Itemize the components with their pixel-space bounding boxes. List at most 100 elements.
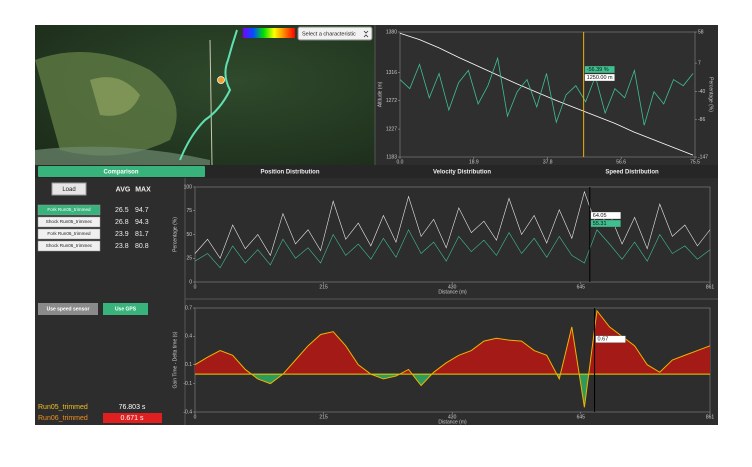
color-scale: [243, 28, 295, 38]
y-tick-label: 0.4: [185, 334, 192, 340]
avg-value: 26.5: [115, 207, 129, 214]
x-axis-label: Distance (m): [438, 289, 467, 295]
x-tick-label: 215: [319, 284, 328, 290]
area-below: [195, 374, 710, 408]
y-tick-label: 0: [189, 279, 192, 285]
y-axis-label: Gain Time - Delta time (s): [172, 331, 178, 388]
annotation-text: -56.39 %: [587, 67, 609, 73]
x-tick-label: 0: [194, 414, 197, 420]
max-value: 80.8: [135, 243, 149, 250]
x-tick-label: 56.6: [616, 159, 626, 165]
chart: 0 25 50 75 100 0 215 430 645 861 Percentage (%) Dis…: [172, 184, 714, 295]
y-tick-label: 0.7: [185, 305, 192, 311]
annotation-text: 55.31: [593, 221, 607, 227]
speed-sensor-button[interactable]: [38, 303, 98, 315]
max-value: 94.7: [135, 207, 149, 214]
annotation-box: [595, 335, 626, 343]
y-tick-label: 1183: [386, 154, 397, 160]
series-line: [399, 56, 694, 126]
channel-button[interactable]: [37, 240, 101, 252]
chart: 1183 1227 1272 1316 1380 -147 -86 -40 7 58 0.0 18.9…: [377, 29, 713, 165]
y2-tick-label: -147: [698, 154, 708, 160]
x-tick-label: 215: [319, 414, 328, 420]
x-tick-label: 75.5: [690, 159, 700, 165]
annotation-box: [590, 211, 621, 220]
y2-tick-label: 7: [698, 60, 701, 66]
x-tick-label: 430: [448, 284, 457, 290]
tab-label: Comparison: [103, 170, 138, 176]
y-tick-label: 50: [186, 232, 192, 238]
y-axis-label: Percentage (%): [172, 217, 178, 252]
y2-tick-label: 58: [698, 29, 704, 35]
load-label: Load: [62, 187, 75, 193]
chart: -0.4 -0.1 0.1 0.4 0.7 0 215 430 645 861 Gain Time …: [172, 305, 714, 425]
y2-tick-label: -40: [698, 89, 705, 95]
select-label: Select a characteristic: [302, 31, 356, 37]
annotation-text: 0.67: [598, 337, 609, 343]
tab-active[interactable]: [38, 166, 205, 177]
channel-label: Fork Run05_trimmed: [47, 207, 91, 212]
max-value: 81.7: [135, 231, 149, 238]
map-valley: [35, 146, 210, 165]
series-line: [194, 190, 711, 259]
series-line: [399, 32, 694, 156]
x-tick-label: 645: [577, 414, 586, 420]
x-tick-label: 18.9: [469, 159, 479, 165]
gps-label: Use GPS: [115, 306, 137, 312]
max-value: 94.3: [135, 219, 149, 226]
avg-value: 26.8: [115, 219, 129, 226]
result-highlight: [103, 413, 162, 423]
speed-sensor-label: Use speed sensor: [47, 306, 90, 312]
result-value: 0.671 s: [121, 415, 144, 422]
area-above: [195, 310, 710, 375]
load-button[interactable]: [51, 182, 87, 196]
annotation-box: [584, 65, 615, 74]
channel-label: Shock Run06_trimmec: [46, 243, 93, 248]
channel-button[interactable]: [37, 216, 101, 228]
plot-area: [194, 186, 711, 283]
y-tick-label: 1316: [386, 70, 397, 76]
y-tick-label: 1380: [386, 29, 397, 35]
x-tick-label: 645: [577, 284, 586, 290]
x-tick-label: 0: [194, 284, 197, 290]
tab-bar: [35, 165, 718, 178]
series-line: [194, 229, 711, 269]
select-arrows: [363, 30, 369, 38]
avg-value: 23.9: [115, 231, 129, 238]
y-tick-label: -0.4: [183, 409, 192, 415]
y-tick-label: -0.1: [183, 381, 192, 387]
result-name: Run05_trimmed: [38, 404, 88, 411]
channel-button[interactable]: [37, 228, 101, 240]
map-track: [179, 29, 238, 161]
result-value: 76.803 s: [119, 404, 146, 411]
avg-header: AVG: [116, 186, 131, 193]
annotation-box: [584, 73, 615, 82]
annotation-text: 1250.00 m: [587, 75, 613, 81]
max-header: MAX: [135, 186, 151, 193]
tab-label: Position Distribution: [261, 170, 320, 176]
characteristic-select[interactable]: [297, 26, 373, 41]
y-axis-label: Altitude (m): [377, 81, 383, 107]
y2-tick-label: -86: [698, 117, 705, 123]
channel-label: Fork Run06_trimmed: [47, 231, 91, 236]
y2-axis-label: Percentage (%): [708, 77, 714, 112]
x-tick-label: 430: [448, 414, 457, 420]
map-road: [209, 39, 213, 166]
x-tick-label: 861: [706, 414, 715, 420]
result-name: Run06_trimmed: [38, 415, 88, 422]
channel-label: Shock Run05_trimmec: [46, 219, 93, 224]
avg-value: 23.8: [115, 243, 129, 250]
y-tick-label: 1227: [386, 126, 397, 132]
x-tick-label: 0.0: [397, 159, 404, 165]
y-tick-label: 100: [184, 184, 193, 190]
x-tick-label: 861: [706, 284, 715, 290]
y-tick-label: 0.1: [185, 362, 192, 368]
channel-button[interactable]: [37, 204, 101, 216]
x-axis-label: Distance (m): [438, 419, 467, 425]
y-tick-label: 25: [186, 256, 192, 262]
y-tick-label: 75: [186, 208, 192, 214]
tab-label: Speed Distribution: [605, 170, 659, 176]
map-field: [90, 77, 140, 116]
gps-button[interactable]: [103, 303, 148, 315]
